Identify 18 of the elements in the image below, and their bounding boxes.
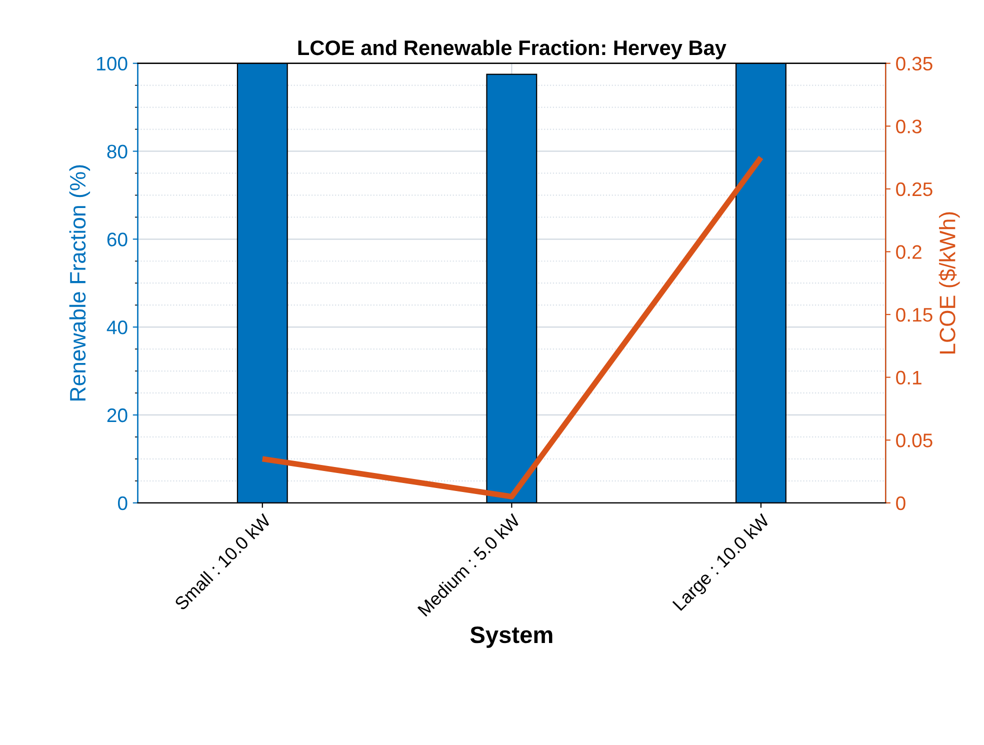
y2-tick-label: 0.05 [896, 434, 932, 448]
y-tick-label: 0 [118, 496, 128, 510]
y2-tick-label: 0.25 [896, 182, 932, 196]
y2-tick-label: 0.35 [896, 56, 932, 71]
y-tick-label: 40 [106, 320, 128, 334]
y-tick-label: 80 [107, 144, 128, 158]
y2-tick-label: 0.2 [896, 245, 922, 259]
y-tick-label: 100 [97, 56, 128, 71]
chart-title: LCOE and Renewable Fraction: Hervey Bay [298, 40, 726, 60]
y2-tick-label: 0.15 [896, 308, 932, 322]
y-tick-label: 20 [107, 408, 128, 422]
y-axis-title: Renewable Fraction (%) [69, 165, 90, 400]
y2-tick-label: 0.3 [896, 120, 922, 134]
y2-tick-label: 0.1 [896, 370, 922, 385]
x-axis-title: System [470, 626, 552, 648]
y2-tick-label: 0 [896, 496, 906, 510]
y2-axis-title: LCOE ($/kWh) [938, 212, 960, 354]
y-tick-label: 60 [107, 232, 128, 246]
